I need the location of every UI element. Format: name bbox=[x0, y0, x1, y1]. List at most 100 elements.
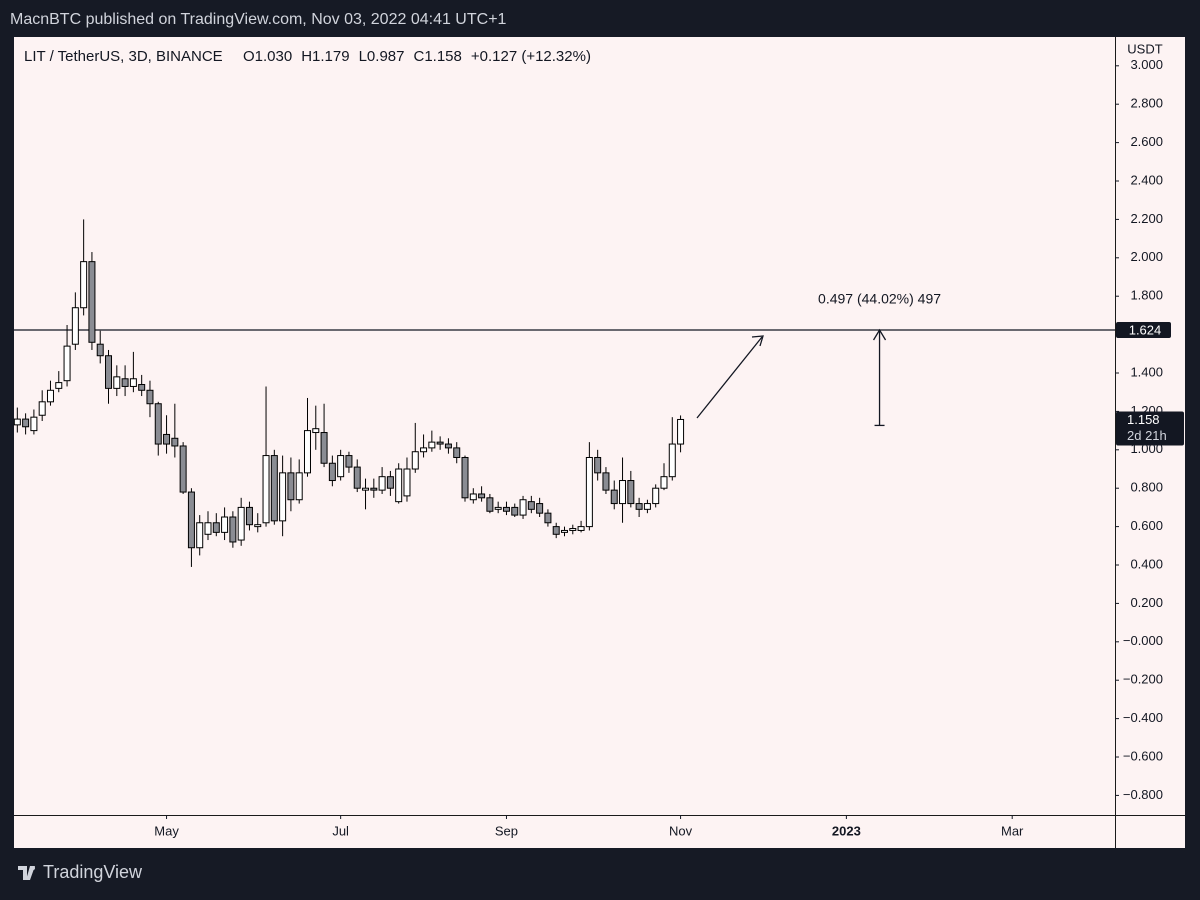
candle-body bbox=[121, 378, 129, 387]
chart-background bbox=[14, 37, 1185, 848]
candle-body bbox=[279, 472, 287, 522]
publish-info: MacnBTC published on TradingView.com, No… bbox=[10, 11, 507, 28]
candle-body bbox=[635, 503, 643, 510]
candle-body bbox=[262, 455, 270, 524]
candle-body bbox=[320, 432, 328, 464]
candle-body bbox=[511, 506, 519, 516]
candle-body bbox=[627, 480, 635, 505]
candle-body bbox=[668, 443, 676, 478]
candle-body bbox=[461, 456, 469, 499]
y-tick-label: 2.000 bbox=[1130, 249, 1163, 264]
candle-body bbox=[295, 472, 303, 501]
candle-body bbox=[436, 441, 444, 445]
candle-body bbox=[370, 487, 378, 491]
y-tick-label: −0.200 bbox=[1123, 672, 1163, 687]
candle-body bbox=[196, 522, 204, 549]
candle-body bbox=[270, 455, 278, 522]
candle-body bbox=[105, 355, 113, 389]
candle-body bbox=[527, 501, 535, 510]
y-tick-label: −0.400 bbox=[1123, 710, 1163, 725]
y-tick-label: −0.000 bbox=[1123, 633, 1163, 648]
candle-body bbox=[30, 416, 38, 432]
y-tick-label: 3.000 bbox=[1130, 57, 1163, 72]
y-tick-label: 2.200 bbox=[1130, 211, 1163, 226]
candle-body bbox=[552, 526, 560, 535]
candle-body bbox=[303, 430, 311, 474]
candle-body bbox=[71, 307, 79, 345]
y-tick-label: 0.400 bbox=[1130, 556, 1163, 571]
candle-body bbox=[113, 376, 121, 389]
candle-body bbox=[212, 522, 220, 533]
candle-body bbox=[652, 487, 660, 505]
candle-body bbox=[378, 476, 386, 491]
candle-body bbox=[602, 472, 610, 491]
price-tag bbox=[1116, 321, 1171, 338]
candle-body bbox=[610, 489, 618, 505]
candle-body bbox=[237, 506, 245, 541]
candle-body bbox=[221, 516, 229, 533]
candle-body bbox=[502, 506, 510, 512]
candle-body bbox=[577, 526, 585, 531]
measure-label: 0.497 (44.02%) 497 bbox=[818, 291, 941, 307]
candle-body bbox=[171, 437, 179, 447]
candle-body bbox=[96, 343, 104, 357]
price-tag-label: 1.624 bbox=[1129, 322, 1162, 337]
candle-body bbox=[478, 493, 486, 499]
candle-body bbox=[519, 499, 527, 516]
candle-body bbox=[345, 455, 353, 468]
y-tick-label: 2.800 bbox=[1130, 96, 1163, 111]
candle-body bbox=[63, 345, 71, 382]
candle-body bbox=[677, 418, 685, 445]
candle-body bbox=[403, 468, 411, 497]
candle-body bbox=[204, 522, 212, 535]
ohlc-value: L0.987 bbox=[359, 48, 405, 65]
x-tick-label: Mar bbox=[1001, 823, 1024, 838]
candle-body bbox=[486, 497, 494, 512]
trend-arrow bbox=[696, 336, 763, 419]
candle-body bbox=[229, 516, 237, 543]
x-tick-label: Nov bbox=[669, 823, 693, 838]
candle-body bbox=[254, 524, 262, 528]
y-tick-label: −0.800 bbox=[1123, 787, 1163, 802]
candle-body bbox=[411, 451, 419, 470]
y-tick-label: 1.400 bbox=[1130, 364, 1163, 379]
candle-body bbox=[245, 506, 253, 526]
y-tick-label: 0.600 bbox=[1130, 518, 1163, 533]
candle-body bbox=[660, 476, 668, 489]
candle-body bbox=[163, 433, 171, 445]
ohlc-value: +0.127 (+12.32%) bbox=[471, 48, 591, 65]
candle-body bbox=[561, 529, 568, 533]
candle-body bbox=[444, 443, 452, 449]
axis-unit: USDT bbox=[1127, 41, 1162, 56]
candle-body bbox=[22, 418, 30, 428]
candle-body bbox=[337, 455, 345, 478]
ohlc-value: C1.158 bbox=[413, 48, 461, 65]
candle-body bbox=[46, 389, 54, 403]
candle-body bbox=[80, 261, 88, 309]
candle-body bbox=[469, 493, 477, 501]
candle-body bbox=[328, 462, 336, 482]
candle-body bbox=[138, 384, 146, 391]
candle-body bbox=[187, 491, 195, 549]
last-price-tag bbox=[1116, 411, 1184, 446]
candle-body bbox=[619, 480, 627, 505]
candle-body bbox=[129, 378, 137, 387]
y-tick-label: 1.800 bbox=[1130, 288, 1163, 303]
candle-body bbox=[88, 261, 96, 343]
y-tick-label: 2.600 bbox=[1130, 134, 1163, 149]
candle-body bbox=[13, 418, 21, 426]
candle-body bbox=[179, 445, 187, 493]
candle-body bbox=[395, 468, 403, 503]
candle-body bbox=[353, 466, 361, 489]
last-price-label: 1.158 bbox=[1127, 412, 1160, 427]
candle-body bbox=[544, 512, 552, 524]
candle-body bbox=[312, 428, 320, 434]
candle-body bbox=[55, 382, 63, 389]
candle-body bbox=[362, 487, 370, 491]
symbol: LIT / TetherUS, 3D, BINANCE bbox=[24, 48, 223, 65]
trend-arrow-head bbox=[751, 335, 764, 347]
x-tick-label: Sep bbox=[495, 823, 518, 838]
candle-body bbox=[428, 441, 436, 449]
